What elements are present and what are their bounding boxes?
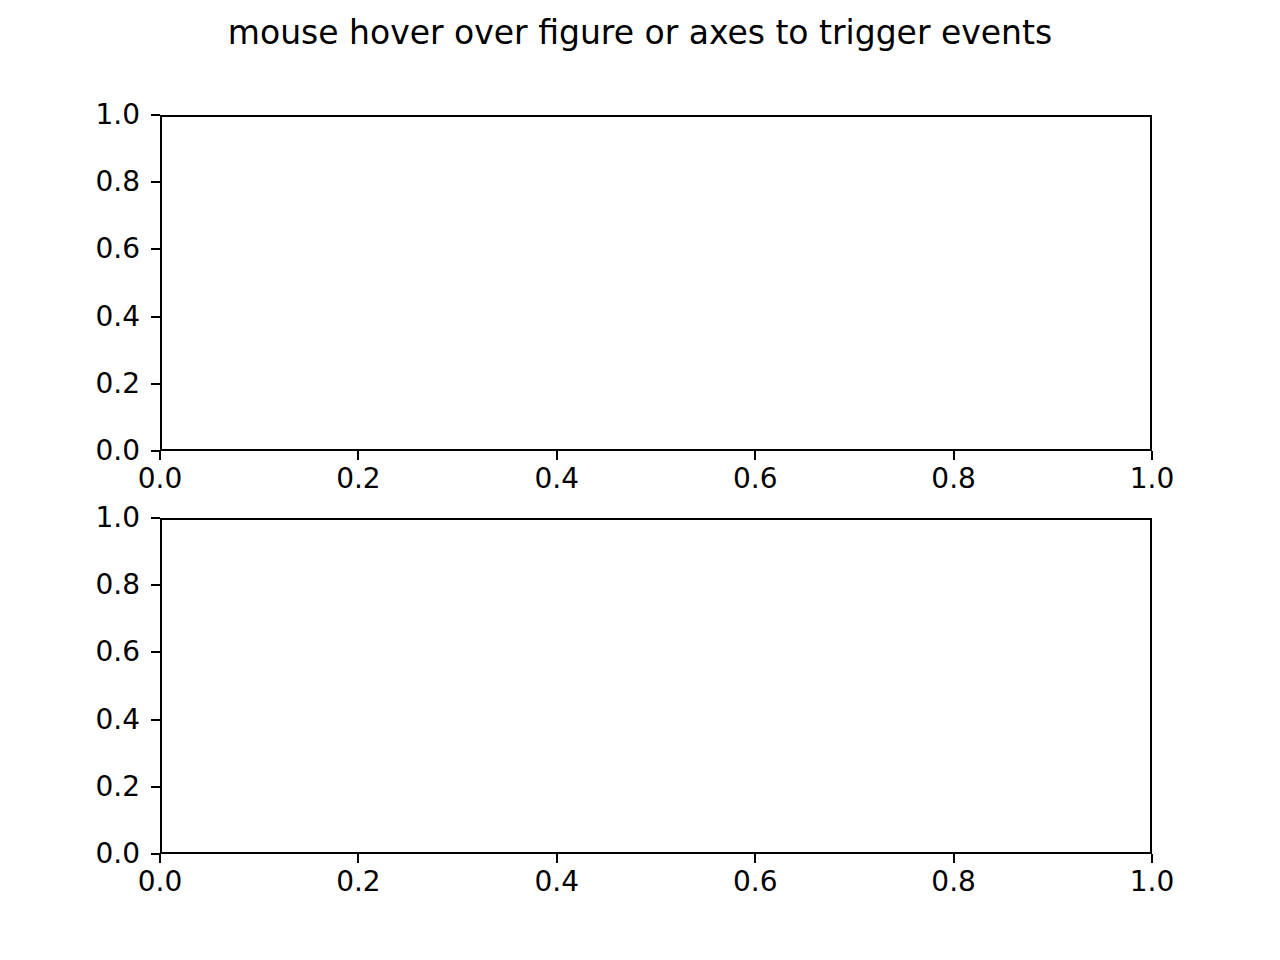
x-tick-label: 0.6 — [733, 463, 778, 495]
x-tick-label: 0.2 — [336, 866, 381, 898]
y-tick-label: 0.4 — [95, 704, 140, 736]
x-tick-mark — [754, 854, 756, 863]
x-tick-mark — [953, 854, 955, 863]
y-tick-label: 1.0 — [95, 502, 140, 534]
y-tick-mark — [151, 450, 160, 452]
x-tick-label: 0.8 — [931, 866, 976, 898]
axes-subplot-1[interactable]: 0.00.20.40.60.81.0 0.00.20.40.60.81.0 — [160, 115, 1152, 451]
x-tick-label: 0.0 — [138, 463, 183, 495]
x-tick-mark — [556, 854, 558, 863]
plot-frame — [160, 518, 1152, 854]
y-tick-mark — [151, 719, 160, 721]
y-tick-mark — [151, 114, 160, 116]
y-tick-label: 1.0 — [95, 99, 140, 131]
y-tick-mark — [151, 383, 160, 385]
x-tick-label: 0.8 — [931, 463, 976, 495]
y-tick-mark — [151, 316, 160, 318]
x-tick-label: 0.0 — [138, 866, 183, 898]
y-tick-label: 0.0 — [95, 838, 140, 870]
y-tick-label: 0.6 — [95, 636, 140, 668]
y-tick-label: 0.0 — [95, 435, 140, 467]
x-tick-label: 0.4 — [535, 866, 580, 898]
axes-subplot-2[interactable]: 0.00.20.40.60.81.0 0.00.20.40.60.81.0 — [160, 518, 1152, 854]
x-tick-label: 0.6 — [733, 866, 778, 898]
y-tick-mark — [151, 517, 160, 519]
x-tick-mark — [556, 451, 558, 460]
y-tick-label: 0.2 — [95, 771, 140, 803]
x-tick-mark — [953, 451, 955, 460]
x-tick-label: 0.2 — [336, 463, 381, 495]
x-tick-mark — [357, 451, 359, 460]
plot-frame — [160, 115, 1152, 451]
x-tick-label: 0.4 — [535, 463, 580, 495]
figure-title: mouse hover over figure or axes to trigg… — [0, 14, 1280, 52]
x-tick-mark — [754, 451, 756, 460]
y-tick-mark — [151, 584, 160, 586]
x-tick-label: 1.0 — [1130, 463, 1175, 495]
y-tick-mark — [151, 181, 160, 183]
y-tick-label: 0.4 — [95, 301, 140, 333]
x-tick-label: 1.0 — [1130, 866, 1175, 898]
y-tick-mark — [151, 248, 160, 250]
matplotlib-figure-canvas[interactable]: mouse hover over figure or axes to trigg… — [0, 0, 1280, 960]
y-tick-label: 0.6 — [95, 233, 140, 265]
y-tick-mark — [151, 853, 160, 855]
y-tick-mark — [151, 651, 160, 653]
y-tick-label: 0.2 — [95, 368, 140, 400]
y-tick-label: 0.8 — [95, 166, 140, 198]
y-tick-mark — [151, 786, 160, 788]
x-tick-mark — [1151, 854, 1153, 863]
x-tick-mark — [159, 451, 161, 460]
x-tick-mark — [1151, 451, 1153, 460]
y-tick-label: 0.8 — [95, 569, 140, 601]
x-tick-mark — [159, 854, 161, 863]
x-tick-mark — [357, 854, 359, 863]
